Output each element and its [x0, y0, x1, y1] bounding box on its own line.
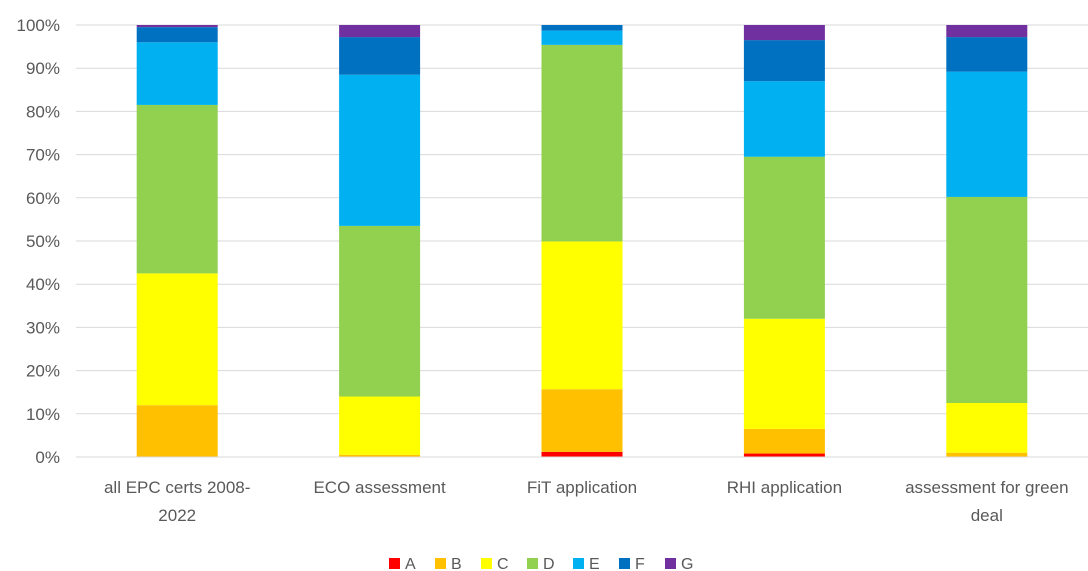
legend-swatch [573, 558, 584, 569]
bar-segment-c [136, 273, 218, 406]
bar-segment-b [946, 452, 1028, 457]
bar-segment-g [743, 25, 825, 41]
legend-label: B [451, 556, 462, 571]
x-tick-label: FiT application [527, 478, 637, 497]
bar-segment-c [743, 318, 825, 429]
legend-item: F [619, 556, 645, 571]
bar-segment-d [946, 196, 1028, 403]
x-tick-label: RHI application [727, 478, 842, 497]
legend: A B C D E F G [389, 556, 693, 571]
bar-segment-b [541, 389, 623, 452]
legend-label: C [497, 556, 509, 571]
legend-label: A [405, 556, 416, 571]
bar-segment-c [946, 403, 1028, 453]
legend-swatch [665, 558, 676, 569]
y-tick-label: 10% [26, 405, 60, 424]
bar-segment-d [743, 156, 825, 319]
bar-segment-f [743, 40, 825, 82]
bar-segment-e [136, 42, 218, 105]
legend-item: D [527, 556, 555, 571]
y-tick-label: 70% [26, 146, 60, 165]
x-tick-label: all EPC certs 2008-2022 [104, 478, 250, 525]
bar-segment-d [136, 104, 218, 274]
bar-segment-e [946, 71, 1028, 197]
y-axis: 0% 10% 20% 30% 40% 50% 60% 70% 80% 90% 100% [17, 16, 60, 467]
y-tick-label: 50% [26, 232, 60, 251]
bar-segment-f [339, 37, 421, 75]
bar-segment-a [743, 453, 825, 457]
bars [136, 25, 1028, 457]
bar-segment-d [339, 225, 421, 397]
bar-segment-g [339, 25, 421, 38]
legend-item: A [389, 556, 416, 571]
legend-label: E [589, 556, 600, 571]
y-tick-label: 100% [17, 16, 60, 35]
legend-item: C [481, 556, 509, 571]
legend-swatch [435, 558, 446, 569]
y-tick-label: 30% [26, 318, 60, 337]
x-tick-label: assessment for green deal [905, 478, 1068, 525]
y-tick-label: 80% [26, 102, 60, 121]
bar-segment-f [541, 25, 623, 31]
bar-segment-e [541, 30, 623, 45]
y-tick-label: 0% [35, 448, 60, 467]
y-tick-label: 20% [26, 362, 60, 381]
bar-stack [541, 25, 623, 457]
legend-label: F [635, 556, 645, 571]
legend-swatch [619, 558, 630, 569]
bar-stack [743, 25, 825, 457]
bar-stack [339, 25, 421, 457]
bar-segment-c [541, 241, 623, 390]
legend-item: G [665, 556, 693, 571]
bar-segment-e [339, 74, 421, 226]
bar-segment-e [743, 81, 825, 157]
bar-segment-b [743, 428, 825, 454]
bar-segment-a [541, 451, 623, 457]
y-tick-label: 60% [26, 189, 60, 208]
legend-swatch [527, 558, 538, 569]
y-tick-label: 90% [26, 59, 60, 78]
legend-label: D [543, 556, 555, 571]
legend-swatch [481, 558, 492, 569]
bar-segment-b [136, 405, 218, 457]
bar-stack [136, 25, 218, 457]
legend-item: B [435, 556, 462, 571]
bar-segment-f [946, 37, 1028, 72]
y-tick-label: 40% [26, 275, 60, 294]
x-axis: all EPC certs 2008-2022 ECO assessment FiT… [76, 456, 1088, 525]
bar-segment-c [339, 396, 421, 455]
x-tick-label: ECO assessment [313, 478, 446, 497]
legend-label: G [681, 556, 693, 571]
bar-segment-b [339, 454, 421, 457]
bar-segment-f [136, 27, 218, 43]
bar-segment-g [946, 25, 1028, 38]
bar-stack [946, 25, 1028, 457]
legend-swatch [389, 558, 400, 569]
legend-item: E [573, 556, 600, 571]
bar-segment-d [541, 44, 623, 242]
bar-segment-g [136, 25, 218, 28]
